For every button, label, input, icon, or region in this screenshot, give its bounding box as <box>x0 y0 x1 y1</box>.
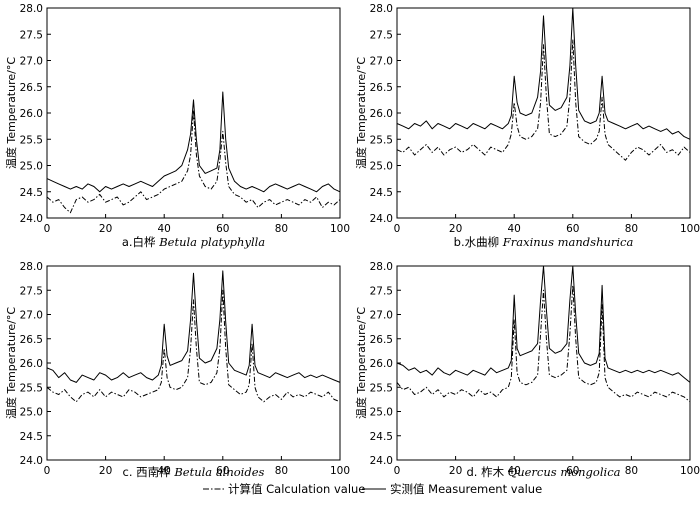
x-tick-label: 80 <box>275 465 288 477</box>
x-tick-label: 20 <box>99 465 112 477</box>
y-tick-label: 25.5 <box>20 382 43 394</box>
panel-caption-cn: c. 西南桦 <box>123 465 175 479</box>
panel-caption-latin: Fraxinus mandshurica <box>502 235 634 249</box>
x-tick-label: 100 <box>680 223 700 235</box>
legend-calc-label: 计算值 Calculation value <box>228 482 365 496</box>
y-axis-label: 温度 Temperature/°C <box>354 307 368 419</box>
y-tick-label: 28.0 <box>370 261 393 273</box>
y-tick-label: 26.5 <box>370 82 393 94</box>
y-tick-label: 25.5 <box>370 134 393 146</box>
panels: 24.0 24.5 25.0 25.5 26.0 26.5 27.0 27.5 28.0 0 20 4… <box>4 3 700 479</box>
x-tick-label: 20 <box>449 223 462 235</box>
plot-frame <box>396 7 691 219</box>
series-measurement-line <box>46 270 341 383</box>
y-tick-label: 27.0 <box>370 56 393 68</box>
y-tick-label: 27.0 <box>370 310 393 322</box>
x-tick-label: 40 <box>158 223 171 235</box>
series-measurement-line <box>46 91 341 193</box>
y-tick-label: 24.0 <box>20 213 43 225</box>
y-tick-label: 28.0 <box>20 261 43 273</box>
y-tick-label: 27.5 <box>370 29 393 41</box>
series-calculation-line <box>396 284 691 403</box>
y-tick-label: 24.5 <box>20 431 43 443</box>
y-tick-label: 27.5 <box>20 285 43 297</box>
y-tick-label: 27.0 <box>20 56 43 68</box>
y-tick-label: 27.5 <box>370 285 393 297</box>
y-axis-label: 温度 Temperature/°C <box>4 307 18 419</box>
series-calculation-line <box>396 39 691 161</box>
y-tick-label: 25.0 <box>370 161 393 173</box>
y-tick-label: 26.5 <box>20 82 43 94</box>
series-calculation-line <box>46 109 341 214</box>
y-tick-label: 24.0 <box>370 213 393 225</box>
panel-caption: b.水曲柳 Fraxinus mandshurica <box>454 235 634 249</box>
y-tick-label: 24.0 <box>370 455 393 467</box>
x-tick-label: 20 <box>449 465 462 477</box>
panel-caption: a.白桦 Betula platyphylla <box>122 235 265 249</box>
x-tick-label: 0 <box>44 465 51 477</box>
y-tick-label: 28.0 <box>20 3 43 15</box>
y-tick-label: 24.5 <box>20 187 43 199</box>
x-tick-label: 60 <box>216 223 229 235</box>
panel-caption-latin: Betula alnoides <box>173 465 264 479</box>
x-tick-label: 0 <box>44 223 51 235</box>
series-calculation-line <box>46 289 341 403</box>
legend-meas-label: 实测值 Measurement value <box>390 482 542 496</box>
x-tick-label: 40 <box>158 465 171 477</box>
panel-caption-cn: d. 柞木 <box>467 465 508 479</box>
y-tick-label: 25.5 <box>370 382 393 394</box>
y-tick-label: 26.5 <box>20 334 43 346</box>
y-tick-label: 26.0 <box>370 358 393 370</box>
y-tick-label: 24.5 <box>370 431 393 443</box>
y-tick-label: 28.0 <box>370 3 393 15</box>
chart-panel-a: 24.0 24.5 25.0 25.5 26.0 26.5 27.0 27.5 28.0 0 20 4… <box>4 3 350 249</box>
panel-caption-latin: Quercus mongolica <box>508 465 621 479</box>
chart-panel-d: 24.0 24.5 25.0 25.5 26.0 26.5 27.0 27.5 28.0 0 20 4… <box>354 261 700 479</box>
y-tick-label: 24.0 <box>20 455 43 467</box>
y-tick-label: 27.0 <box>20 310 43 322</box>
y-axis-label: 温度 Temperature/°C <box>354 57 368 169</box>
x-tick-label: 80 <box>275 223 288 235</box>
x-tick-label: 80 <box>625 465 638 477</box>
plot-frame <box>46 265 341 461</box>
panel-caption-cn: a.白桦 <box>122 235 159 249</box>
legend: 计算值 Calculation value 实测值 Measurement va… <box>203 482 542 496</box>
panel-caption-cn: b.水曲柳 <box>454 235 503 249</box>
x-tick-label: 0 <box>394 223 401 235</box>
x-tick-label: 100 <box>330 223 350 235</box>
x-tick-label: 60 <box>216 465 229 477</box>
y-tick-label: 26.0 <box>20 108 43 120</box>
y-tick-label: 26.0 <box>370 108 393 120</box>
x-tick-label: 20 <box>99 223 112 235</box>
x-tick-label: 40 <box>508 223 521 235</box>
series-measurement-line <box>396 7 691 140</box>
chart-panel-c: 24.0 24.5 25.0 25.5 26.0 26.5 27.0 27.5 28.0 0 20 4… <box>4 261 350 479</box>
panel-caption: c. 西南桦 Betula alnoides <box>123 465 265 479</box>
x-tick-label: 60 <box>566 465 579 477</box>
chart-panel-b: 24.0 24.5 25.0 25.5 26.0 26.5 27.0 27.5 28.0 0 20 4… <box>354 3 700 249</box>
x-tick-label: 40 <box>508 465 521 477</box>
series-measurement-line <box>396 265 691 383</box>
y-tick-label: 25.5 <box>20 134 43 146</box>
x-tick-label: 0 <box>394 465 401 477</box>
y-tick-label: 24.5 <box>370 187 393 199</box>
y-tick-label: 25.0 <box>20 161 43 173</box>
y-axis-label: 温度 Temperature/°C <box>4 57 18 169</box>
x-tick-label: 80 <box>625 223 638 235</box>
y-tick-label: 25.0 <box>20 407 43 419</box>
panel-caption-latin: Betula platyphylla <box>158 235 265 249</box>
y-tick-label: 27.5 <box>20 29 43 41</box>
y-tick-label: 25.0 <box>370 407 393 419</box>
x-tick-label: 100 <box>330 465 350 477</box>
x-tick-label: 60 <box>566 223 579 235</box>
y-tick-label: 26.5 <box>370 334 393 346</box>
panel-caption: d. 柞木 Quercus mongolica <box>467 465 621 479</box>
x-tick-label: 100 <box>680 465 700 477</box>
y-tick-label: 26.0 <box>20 358 43 370</box>
